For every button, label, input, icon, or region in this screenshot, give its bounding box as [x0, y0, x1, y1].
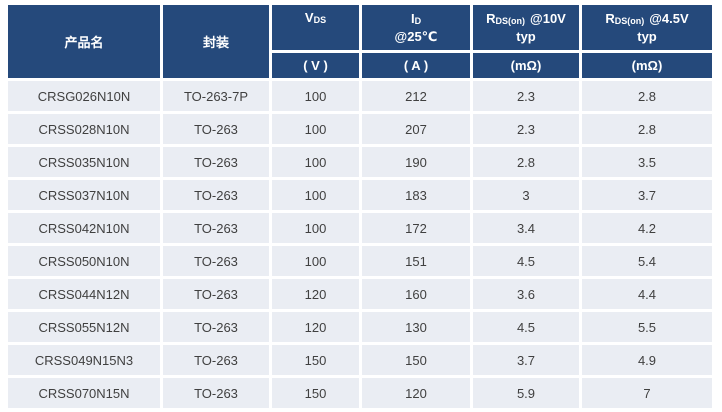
unit-rds-4v5: (mΩ) — [582, 53, 712, 78]
cell-vds: 100 — [272, 246, 359, 276]
vds-subscript: DS — [313, 15, 327, 25]
cell-rds-4v5: 4.4 — [582, 279, 712, 309]
cell-rds-4v5: 2.8 — [582, 114, 712, 144]
cell-id: 150 — [362, 345, 470, 375]
cell-product-name: CRSS042N10N — [8, 213, 160, 243]
cell-package: TO-263-7P — [163, 81, 269, 111]
cell-package: TO-263 — [163, 246, 269, 276]
rds10-symbol: R — [486, 11, 496, 26]
cell-rds-4v5: 3.7 — [582, 180, 712, 210]
cell-product-name: CRSS035N10N — [8, 147, 160, 177]
rds45-subscript: DS(on) — [614, 16, 645, 26]
cell-vds: 100 — [272, 81, 359, 111]
cell-product-name: CRSS028N10N — [8, 114, 160, 144]
cell-product-name: CRSS050N10N — [8, 246, 160, 276]
cell-rds-4v5: 3.5 — [582, 147, 712, 177]
cell-rds-10v: 5.9 — [473, 378, 579, 408]
cell-product-name: CRSS070N15N — [8, 378, 160, 408]
rds10-qualifier: typ — [516, 29, 536, 44]
header-id: ID @25℃ — [362, 5, 470, 50]
cell-rds-10v: 4.5 — [473, 312, 579, 342]
cell-id: 120 — [362, 378, 470, 408]
header-package: 封装 — [163, 5, 269, 78]
cell-rds-4v5: 7 — [582, 378, 712, 408]
table-row: CRSS042N10N TO-263 100 172 3.4 4.2 — [8, 213, 712, 243]
header-rds-4v5: RDS(on) @4.5V typ — [582, 5, 712, 50]
cell-rds-10v: 3.7 — [473, 345, 579, 375]
cell-vds: 120 — [272, 312, 359, 342]
cell-rds-10v: 2.3 — [473, 81, 579, 111]
cell-product-name: CRSS055N12N — [8, 312, 160, 342]
header-product-name: 产品名 — [8, 5, 160, 78]
cell-vds: 150 — [272, 378, 359, 408]
cell-package: TO-263 — [163, 378, 269, 408]
table-row: CRSS070N15N TO-263 150 120 5.9 7 — [8, 378, 712, 408]
table-row: CRSS035N10N TO-263 100 190 2.8 3.5 — [8, 147, 712, 177]
rds10-condition: @10V — [530, 11, 566, 26]
table-body: CRSG026N10N TO-263-7P 100 212 2.3 2.8 CR… — [8, 81, 712, 408]
cell-product-name: CRSS044N12N — [8, 279, 160, 309]
cell-vds: 120 — [272, 279, 359, 309]
id-condition: @25℃ — [394, 29, 438, 44]
table-row: CRSS028N10N TO-263 100 207 2.3 2.8 — [8, 114, 712, 144]
cell-rds-4v5: 4.2 — [582, 213, 712, 243]
header-vds: VDS — [272, 5, 359, 50]
cell-rds-10v: 2.8 — [473, 147, 579, 177]
cell-vds: 100 — [272, 147, 359, 177]
cell-package: TO-263 — [163, 345, 269, 375]
cell-rds-10v: 2.3 — [473, 114, 579, 144]
header-rds-10v: RDS(on) @10V typ — [473, 5, 579, 50]
table-row: CRSS044N12N TO-263 120 160 3.6 4.4 — [8, 279, 712, 309]
cell-rds-4v5: 5.4 — [582, 246, 712, 276]
unit-vds: ( V ) — [272, 53, 359, 78]
cell-id: 190 — [362, 147, 470, 177]
id-symbol: I — [410, 11, 415, 26]
cell-rds-4v5: 5.5 — [582, 312, 712, 342]
rds45-condition: @4.5V — [649, 11, 689, 26]
vds-symbol: V — [304, 10, 314, 25]
table-row: CRSS049N15N3 TO-263 150 150 3.7 4.9 — [8, 345, 712, 375]
cell-product-name: CRSS037N10N — [8, 180, 160, 210]
cell-package: TO-263 — [163, 147, 269, 177]
table-row: CRSS050N10N TO-263 100 151 4.5 5.4 — [8, 246, 712, 276]
table-row: CRSG026N10N TO-263-7P 100 212 2.3 2.8 — [8, 81, 712, 111]
cell-package: TO-263 — [163, 114, 269, 144]
rds45-symbol: R — [605, 11, 615, 26]
cell-package: TO-263 — [163, 213, 269, 243]
cell-id: 172 — [362, 213, 470, 243]
cell-rds-4v5: 2.8 — [582, 81, 712, 111]
table-row: CRSS055N12N TO-263 120 130 4.5 5.5 — [8, 312, 712, 342]
cell-package: TO-263 — [163, 279, 269, 309]
table-row: CRSS037N10N TO-263 100 183 3 3.7 — [8, 180, 712, 210]
cell-id: 207 — [362, 114, 470, 144]
cell-package: TO-263 — [163, 312, 269, 342]
cell-product-name: CRSG026N10N — [8, 81, 160, 111]
cell-product-name: CRSS049N15N3 — [8, 345, 160, 375]
rds45-qualifier: typ — [637, 29, 657, 44]
cell-rds-4v5: 4.9 — [582, 345, 712, 375]
cell-vds: 100 — [272, 114, 359, 144]
product-spec-table: 产品名 封装 VDS ID @25℃ RDS(on) @10V typ — [5, 2, 715, 411]
cell-package: TO-263 — [163, 180, 269, 210]
cell-id: 212 — [362, 81, 470, 111]
cell-rds-10v: 3.4 — [473, 213, 579, 243]
unit-rds-10v: (mΩ) — [473, 53, 579, 78]
table-header: 产品名 封装 VDS ID @25℃ RDS(on) @10V typ — [8, 5, 712, 78]
cell-rds-10v: 4.5 — [473, 246, 579, 276]
cell-id: 183 — [362, 180, 470, 210]
id-subscript: D — [414, 16, 422, 26]
cell-id: 160 — [362, 279, 470, 309]
cell-rds-10v: 3.6 — [473, 279, 579, 309]
rds10-subscript: DS(on) — [495, 16, 526, 26]
cell-rds-10v: 3 — [473, 180, 579, 210]
cell-id: 151 — [362, 246, 470, 276]
cell-vds: 100 — [272, 180, 359, 210]
cell-vds: 100 — [272, 213, 359, 243]
unit-id: ( A ) — [362, 53, 470, 78]
cell-vds: 150 — [272, 345, 359, 375]
cell-id: 130 — [362, 312, 470, 342]
